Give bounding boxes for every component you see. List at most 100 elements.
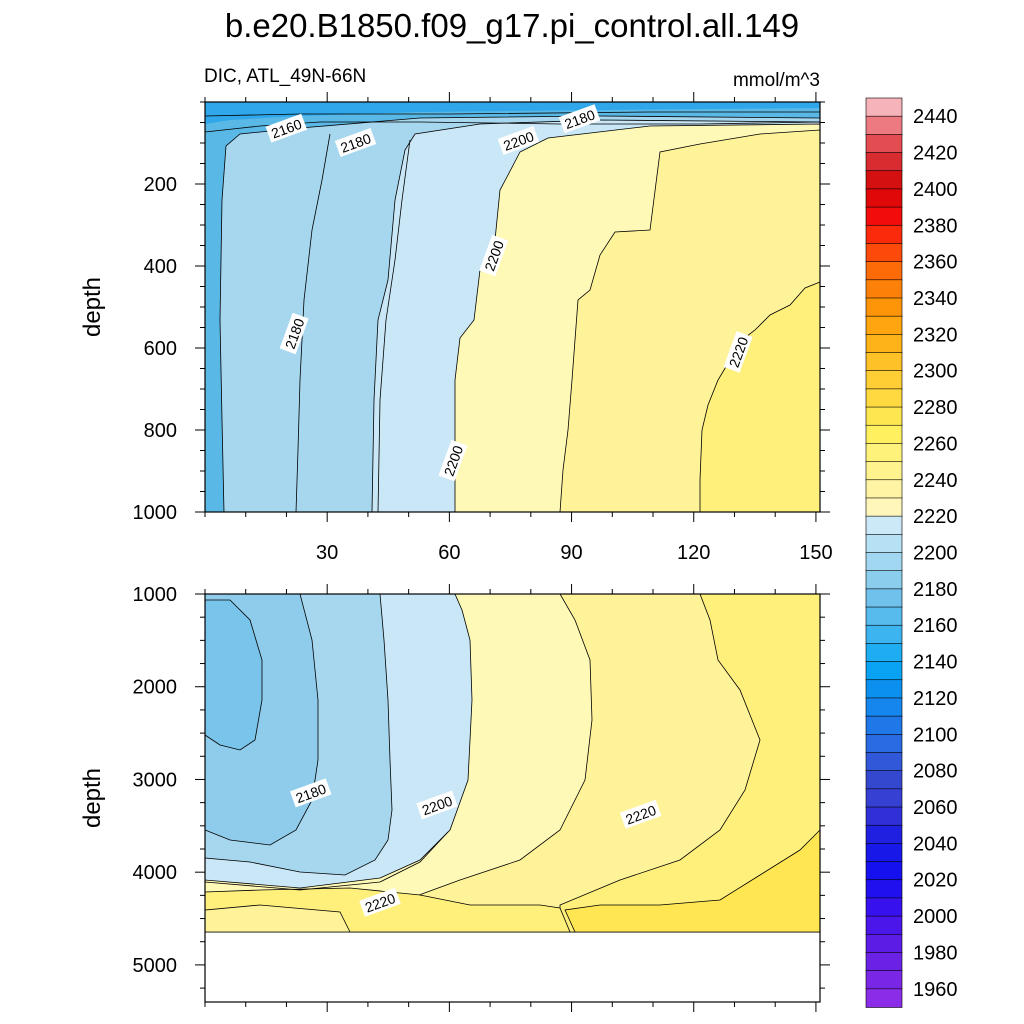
colorbar-swatch — [865, 352, 903, 372]
bottom-band — [204, 887, 571, 933]
colorbar-label: 2120 — [913, 688, 958, 710]
colorbar-swatch — [865, 370, 903, 390]
colorbar-label: 2380 — [913, 215, 958, 237]
colorbar-swatch — [865, 406, 903, 427]
isoline-lower-2190 — [204, 831, 449, 891]
colorbar-label: 2080 — [913, 761, 958, 783]
y-tick-label: 1000 — [133, 502, 178, 524]
colorbar-swatch — [865, 297, 903, 317]
colorbar-label: 2340 — [913, 288, 958, 310]
colorbar-label: 2280 — [913, 397, 958, 419]
colorbar-label: 2140 — [913, 652, 958, 674]
colorbar-swatch — [865, 970, 903, 990]
lower-panel — [204, 593, 821, 1003]
isoline-2190 — [377, 139, 411, 513]
colorbar-swatch — [865, 334, 903, 354]
colorbar-swatch — [865, 952, 903, 972]
colorbar-swatch — [865, 897, 903, 917]
lower-axes: 1000 2000 3000 4000 5000 — [133, 584, 830, 1012]
chart-subtitle-left: DIC, ATL_49N-66N — [204, 66, 366, 87]
colorbar-label: 2300 — [913, 361, 958, 383]
colorbar-swatch — [865, 552, 903, 572]
colorbar-label: 2180 — [913, 579, 958, 601]
colorbar-swatch — [865, 661, 903, 681]
colorbar-label: 2160 — [913, 615, 958, 637]
colorbar-swatch — [865, 224, 903, 245]
y-tick-label: 800 — [144, 420, 177, 442]
x-tick-label: 120 — [677, 542, 710, 564]
x-tick-label: 90 — [560, 542, 582, 564]
region-2240-plus — [699, 281, 821, 513]
colorbar: 2440 2420 2400 2380 2360 2340 2320 2300 2280 2260… — [865, 97, 958, 1008]
colorbar-swatch — [865, 843, 903, 863]
colorbar-swatch — [865, 534, 903, 554]
colorbar-swatch — [865, 97, 903, 117]
y-tick-label: 2000 — [133, 677, 178, 699]
colorbar-label: 2200 — [913, 543, 958, 565]
colorbar-swatch — [865, 570, 903, 590]
colorbar-label: 2060 — [913, 797, 958, 819]
colorbar-swatch — [865, 261, 903, 281]
colorbar-label: 2220 — [913, 506, 958, 528]
colorbar-swatch — [865, 443, 903, 463]
surface-band-thin — [204, 111, 820, 117]
y-tick-label: 1000 — [133, 584, 178, 606]
colorbar-label: 2020 — [913, 870, 958, 892]
colorbar-swatch — [865, 806, 903, 827]
colorbar-swatch — [865, 770, 903, 790]
region-lower-deep — [564, 829, 821, 933]
y-tick-label: 4000 — [133, 862, 178, 884]
colorbar-swatch — [865, 788, 903, 808]
colorbar-swatch — [865, 134, 903, 154]
colorbar-label: 2400 — [913, 179, 958, 201]
lower-y-axis-label: depth — [79, 768, 106, 828]
upper-y-axis-label: depth — [79, 277, 106, 337]
colorbar-swatch — [865, 624, 903, 645]
x-tick-label: 30 — [316, 542, 338, 564]
colorbar-label: 2440 — [913, 106, 958, 128]
colorbar-swatch — [865, 424, 903, 445]
colorbar-label: 2100 — [913, 724, 958, 746]
colorbar-swatch — [865, 752, 903, 772]
colorbar-swatch — [865, 170, 903, 190]
colorbar-label: 1960 — [913, 979, 958, 1001]
colorbar-swatch — [865, 861, 903, 881]
colorbar-swatch — [865, 279, 903, 299]
colorbar-swatch — [865, 915, 903, 936]
colorbar-swatch — [865, 388, 903, 408]
colorbar-label: 2000 — [913, 906, 958, 928]
x-tick-label: 150 — [799, 542, 832, 564]
colorbar-swatch — [865, 824, 903, 845]
colorbar-swatch — [865, 152, 903, 172]
colorbar-label: 2260 — [913, 433, 958, 455]
surface-band-mid — [204, 121, 821, 133]
colorbar-swatch — [865, 497, 903, 517]
colorbar-swatch — [865, 733, 903, 754]
colorbar-swatch — [865, 115, 903, 136]
upper-panel — [204, 101, 821, 513]
colorbar-swatch — [865, 643, 903, 663]
y-tick-label: 600 — [144, 338, 177, 360]
colorbar-swatch — [865, 715, 903, 736]
colorbar-swatch — [865, 697, 903, 717]
isoline-2170 — [295, 133, 331, 513]
colorbar-label: 1980 — [913, 942, 958, 964]
colorbar-swatch — [865, 988, 903, 1008]
colorbar-swatch — [865, 479, 903, 499]
colorbar-swatch — [865, 243, 903, 263]
colorbar-label: 2360 — [913, 252, 958, 274]
region-lower-core — [204, 599, 263, 751]
colorbar-swatch — [865, 206, 903, 227]
colorbar-swatch — [865, 606, 903, 627]
y-tick-label: 400 — [144, 256, 177, 278]
colorbar-swatch — [865, 515, 903, 536]
no-data-region — [206, 933, 819, 1001]
colorbar-swatch — [865, 879, 903, 899]
colorbar-label: 2320 — [913, 324, 958, 346]
x-tick-label: 60 — [438, 542, 460, 564]
chart-title: b.e20.B1850.f09_g17.pi_control.all.149 — [225, 7, 799, 44]
colorbar-swatch — [865, 933, 903, 954]
colorbar-swatch — [865, 315, 903, 336]
surface-band-dark — [205, 102, 820, 124]
